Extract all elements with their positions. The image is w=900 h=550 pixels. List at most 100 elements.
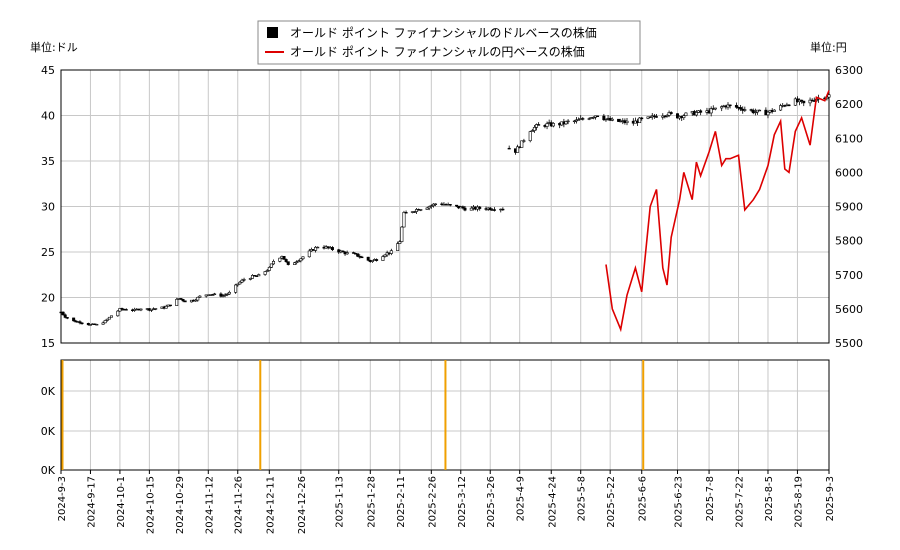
x-tick-label: 2025-7-8 <box>705 476 716 521</box>
candle-body <box>412 211 416 213</box>
candle-body <box>250 275 254 279</box>
x-tick-label: 2024-10-1 <box>116 476 127 528</box>
candle-body <box>175 298 179 306</box>
candle-body <box>427 206 431 209</box>
candle-body <box>564 121 568 125</box>
candle-body <box>758 109 762 112</box>
candle-body <box>181 299 185 302</box>
candle-body <box>610 118 614 121</box>
legend-usd-marker <box>267 27 278 38</box>
x-tick-label: 2025-1-13 <box>335 476 346 528</box>
candle-body <box>80 322 84 325</box>
candle-body <box>429 205 433 207</box>
candle-body <box>492 209 496 211</box>
candle-body <box>739 107 743 110</box>
volume-axis: 0K 0K 0K <box>41 385 56 477</box>
candle-body <box>154 308 158 310</box>
candle-body <box>455 204 459 207</box>
candle-body <box>120 308 124 310</box>
candle-body <box>284 259 288 262</box>
x-tick-label: 2025-3-26 <box>486 476 497 528</box>
candle-body <box>168 304 172 307</box>
candle-body <box>604 118 608 121</box>
candle-body <box>396 243 400 251</box>
right-tick-label: 5700 <box>835 269 863 282</box>
left-tick-label: 25 <box>41 246 55 259</box>
left-axis-unit-label: 単位:ドル <box>30 40 78 54</box>
candle-body <box>95 323 99 326</box>
candle-body <box>827 94 831 98</box>
right-axis: 5500 5600 5700 5800 5900 6000 6100 6200 6300 <box>835 64 863 350</box>
x-tick-label: 2025-6-6 <box>638 476 649 521</box>
x-tick-label: 2024-11-12 <box>204 476 215 534</box>
candle-body <box>299 258 303 262</box>
candle-body <box>248 278 252 280</box>
candle-body <box>257 274 261 277</box>
candle-body <box>227 292 231 295</box>
candle-body <box>461 206 465 209</box>
candle-body <box>652 115 656 117</box>
candle-body <box>694 112 698 116</box>
candle-body <box>507 147 511 150</box>
candle-body <box>617 118 621 122</box>
candle-body <box>551 123 555 127</box>
candle-body <box>425 207 429 210</box>
candle-body <box>537 124 541 126</box>
candle-body <box>587 118 591 120</box>
candle-body <box>356 253 360 257</box>
right-tick-label: 5500 <box>835 337 863 350</box>
candle-body <box>772 109 776 112</box>
x-tick-label: 2024-10-29 <box>175 476 186 534</box>
candle-body <box>753 111 757 114</box>
candle-body <box>669 112 673 114</box>
candle-body <box>793 98 797 106</box>
right-tick-label: 5600 <box>835 303 863 316</box>
legend-usd-label: オールド ポイント ファイナンシャルのドルベースの株価 <box>290 25 597 40</box>
right-tick-label: 5900 <box>835 201 863 214</box>
candle-body <box>787 104 791 107</box>
candle-body <box>389 250 393 254</box>
left-axis: 15 20 25 30 35 40 45 <box>41 64 55 350</box>
candle-body <box>278 257 282 262</box>
candle-body <box>297 260 301 263</box>
candle-body <box>665 115 669 117</box>
candle-body <box>286 261 290 265</box>
candle-body <box>434 203 438 205</box>
right-tick-label: 6100 <box>835 132 863 145</box>
legend: オールド ポイント ファイナンシャルのドルベースの株価 オールド ポイント ファ… <box>257 20 641 65</box>
x-tick-label: 2025-9-3 <box>825 476 836 521</box>
candle-body <box>734 105 738 108</box>
candle-body <box>684 112 688 116</box>
candle-body <box>272 261 276 265</box>
candle-body <box>213 293 217 295</box>
candle-body <box>65 317 69 319</box>
candle-body <box>101 322 105 325</box>
candle-body <box>198 295 202 298</box>
legend-jpy-label: オールド ポイント ファイナンシャルの円ベースの株価 <box>290 44 585 59</box>
candle-body <box>295 261 299 264</box>
candle-body <box>520 140 524 148</box>
candle-body <box>596 115 600 117</box>
candle-body <box>566 120 570 123</box>
left-tick-label: 30 <box>41 201 55 214</box>
candle-body <box>800 99 804 102</box>
candle-body <box>404 212 408 214</box>
candle-body <box>316 246 320 249</box>
candle-body <box>402 212 406 228</box>
x-tick-label: 2025-4-9 <box>516 476 527 521</box>
x-tick-label: 2025-7-22 <box>735 476 746 528</box>
candle-body <box>179 298 183 300</box>
x-tick-label: 2025-2-11 <box>396 476 407 528</box>
x-tick-label: 2025-8-5 <box>764 476 775 521</box>
candle-body <box>63 314 67 318</box>
candle-body <box>196 296 200 301</box>
candle-body <box>234 284 238 293</box>
x-tick-label: 2024-9-17 <box>86 476 97 528</box>
candle-body <box>314 246 318 251</box>
candle-body <box>638 117 642 123</box>
candle-body <box>86 323 90 326</box>
x-tick-label: 2025-6-23 <box>674 476 685 528</box>
candle-body <box>307 250 311 258</box>
candle-body <box>255 275 259 277</box>
candle-body <box>602 115 606 121</box>
